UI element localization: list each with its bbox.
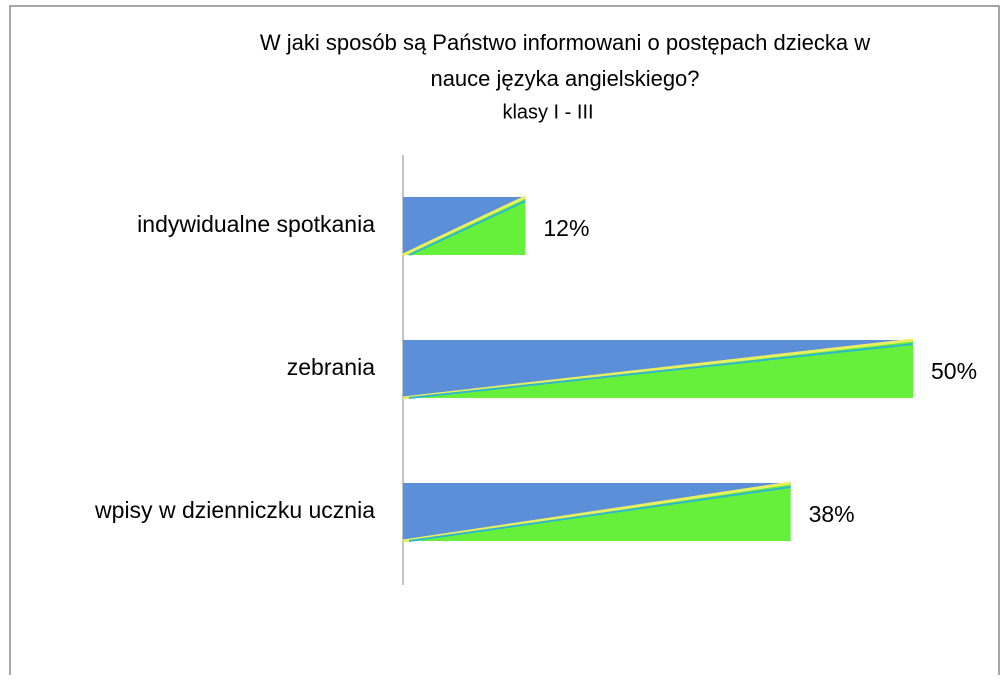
value-label: 12% bbox=[543, 215, 589, 241]
bar-highlight bbox=[408, 486, 791, 542]
chart-subtitle: klasy I - III bbox=[502, 101, 593, 123]
value-label: 50% bbox=[931, 358, 977, 384]
bar-highlight bbox=[408, 343, 914, 399]
bar-highlight bbox=[402, 481, 791, 543]
chart-title: W jaki sposób są Państwo informowani o p… bbox=[260, 30, 870, 55]
bar-highlight bbox=[408, 200, 526, 256]
chart-title: nauce języka angielskiego? bbox=[430, 66, 699, 91]
category-label: wpisy w dzienniczku ucznia bbox=[94, 497, 375, 523]
value-label: 38% bbox=[809, 501, 855, 527]
category-label: zebrania bbox=[287, 354, 375, 380]
category-label: indywidualne spotkania bbox=[137, 211, 375, 237]
bar-highlight bbox=[402, 195, 527, 257]
bar-highlight bbox=[402, 338, 914, 400]
